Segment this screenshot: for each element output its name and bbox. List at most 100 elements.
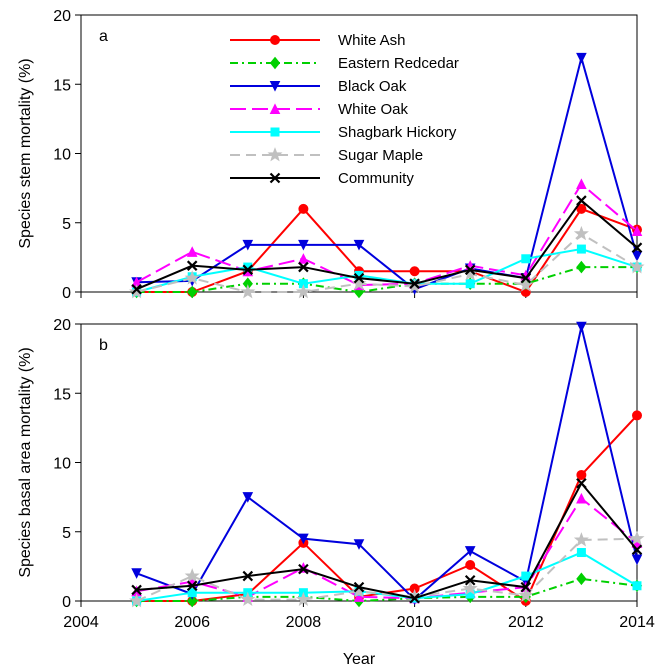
- legend-marker: [269, 56, 281, 70]
- legend-item-community: Community: [230, 170, 414, 187]
- data-point-eastern-redcedar: [187, 285, 198, 299]
- data-point-black-oak: [631, 250, 643, 262]
- series-line-white-oak: [136, 182, 638, 287]
- data-point-eastern-redcedar: [576, 260, 587, 274]
- data-point-sugar-maple: [129, 284, 145, 299]
- x-tick-label: 2008: [286, 614, 322, 631]
- series-line-white-oak: [136, 497, 638, 600]
- data-point-community: [186, 260, 198, 271]
- legend-item-shagbark-hickory: Shagbark Hickory: [230, 124, 457, 141]
- legend-label: Black Oak: [338, 78, 407, 95]
- panel-letter: a: [99, 28, 108, 45]
- legend-item-black-oak: Black Oak: [230, 78, 407, 95]
- data-point-black-oak: [353, 239, 365, 251]
- data-point-white-ash: [409, 266, 420, 277]
- data-point-shagbark-hickory: [576, 244, 586, 254]
- panel-b-basal-area-mortality: 0 5 10 15 20 2004 2006 2008 2010 2012 2014 b Species…: [17, 317, 655, 668]
- y-tick-label: 0: [62, 594, 71, 611]
- data-point-sugar-maple: [518, 587, 534, 602]
- data-point-shagbark-hickory: [465, 279, 475, 289]
- data-point-white-ash: [576, 203, 587, 214]
- legend-marker: [269, 81, 281, 92]
- series-line-community: [136, 199, 638, 291]
- data-point-shagbark-hickory: [187, 588, 197, 598]
- data-point-community: [242, 570, 254, 582]
- data-point-white-oak: [576, 492, 587, 504]
- data-point-black-oak: [576, 321, 587, 333]
- series-line-sugar-maple: [136, 232, 638, 293]
- legend-label: Sugar Maple: [338, 147, 423, 164]
- data-point-community: [520, 272, 532, 284]
- data-point-eastern-redcedar: [576, 572, 587, 586]
- data-point-white-ash: [576, 469, 587, 480]
- data-point-white-ash: [298, 203, 309, 214]
- data-point-community: [631, 544, 643, 556]
- data-point-shagbark-hickory: [521, 254, 531, 264]
- data-point-black-oak: [242, 492, 254, 503]
- data-point-community: [576, 477, 587, 489]
- data-point-community: [464, 264, 476, 276]
- data-point-shagbark-hickory: [521, 571, 531, 581]
- panel-a-stem-mortality: 0 5 10 15 20 a Species stem mortality (%): [17, 8, 645, 302]
- series-line-sugar-maple: [136, 537, 638, 602]
- y-tick-label: 5: [62, 216, 71, 233]
- data-point-community: [186, 580, 198, 592]
- legend: White Ash Eastern Redcedar Black Oak White …: [230, 32, 459, 187]
- series-white-ash: [131, 410, 642, 606]
- x-tick-label: 2014: [619, 614, 655, 631]
- data-point-sugar-maple: [295, 591, 311, 607]
- series-line-community: [136, 481, 638, 600]
- data-point-sugar-maple: [407, 278, 423, 293]
- data-point-white-oak: [576, 178, 587, 189]
- y-tick-label: 15: [53, 386, 71, 403]
- y-tick-label: 10: [53, 147, 71, 164]
- data-point-black-oak: [353, 539, 365, 550]
- x-tick-label: 2004: [63, 614, 99, 631]
- legend-marker: [270, 35, 280, 45]
- data-point-white-oak: [298, 253, 309, 264]
- data-point-white-oak: [186, 246, 198, 257]
- data-point-community: [131, 283, 142, 295]
- series-black-oak: [131, 321, 643, 606]
- data-point-white-ash: [632, 410, 642, 421]
- legend-item-sugar-maple: Sugar Maple: [230, 147, 423, 164]
- data-point-sugar-maple: [129, 593, 145, 608]
- series-white-ash: [131, 203, 642, 297]
- legend-label: Community: [338, 170, 414, 187]
- data-point-shagbark-hickory: [576, 548, 586, 558]
- data-point-sugar-maple: [629, 259, 645, 274]
- series-line-shagbark-hickory: [136, 248, 638, 293]
- legend-item-white-oak: White Oak: [230, 101, 409, 118]
- x-tick-label: 2010: [397, 614, 433, 631]
- data-point-community: [464, 574, 476, 586]
- data-point-black-oak: [631, 554, 643, 566]
- legend-label: Eastern Redcedar: [338, 55, 459, 72]
- data-point-white-ash: [465, 559, 476, 570]
- data-point-sugar-maple: [240, 591, 256, 607]
- data-point-sugar-maple: [184, 568, 200, 583]
- series-community: [131, 477, 643, 604]
- data-point-sugar-maple: [295, 284, 311, 299]
- data-point-black-oak: [576, 52, 587, 64]
- y-tick-label: 15: [53, 77, 71, 94]
- data-point-black-oak: [131, 568, 142, 579]
- legend-item-eastern-redcedar: Eastern Redcedar: [230, 55, 459, 72]
- data-point-community: [520, 581, 532, 593]
- legend-marker: [270, 127, 280, 137]
- data-point-sugar-maple: [184, 270, 200, 285]
- data-point-community: [131, 584, 142, 596]
- data-point-sugar-maple: [573, 225, 589, 241]
- y-tick-label: 20: [53, 8, 71, 25]
- y-tick-label: 20: [53, 317, 71, 334]
- data-point-community: [576, 195, 587, 206]
- series-line-black-oak: [136, 54, 638, 291]
- y-tick-label: 0: [62, 285, 71, 302]
- data-point-eastern-redcedar: [187, 594, 198, 608]
- series-eastern-redcedar: [131, 572, 643, 608]
- x-tick-label: 2012: [508, 614, 544, 631]
- series-line-eastern-redcedar: [136, 577, 638, 603]
- data-point-sugar-maple: [240, 284, 256, 299]
- data-point-community: [409, 592, 420, 604]
- legend-marker: [269, 103, 281, 114]
